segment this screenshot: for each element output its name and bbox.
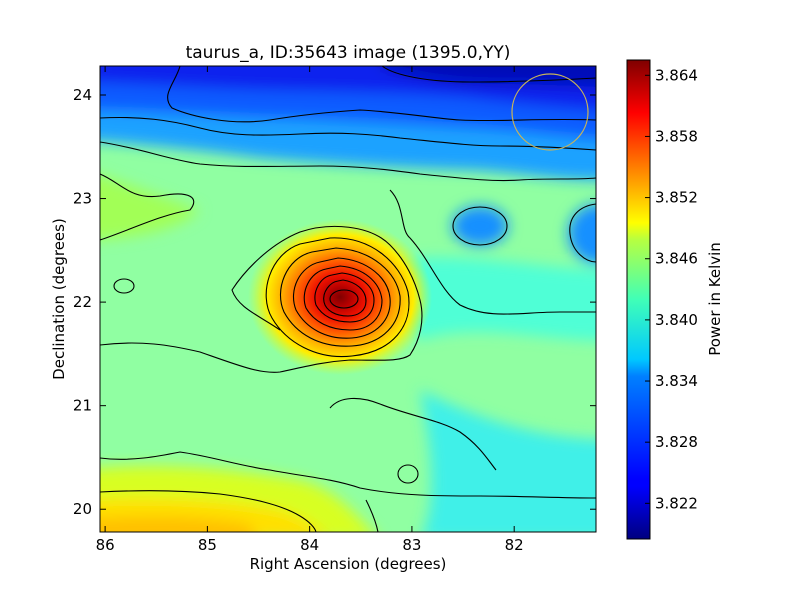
colorbar-tick-label: 3.840 <box>655 311 698 329</box>
colorbar-gradient-bar <box>626 59 651 540</box>
contour-south-mid <box>329 397 497 471</box>
contour-south-2 <box>100 490 317 532</box>
heatmap-region-cyan-mid <box>398 257 596 341</box>
contour-ring-3 <box>292 257 391 339</box>
x-axis-label: Right Ascension (degrees) <box>250 555 447 573</box>
contour-top-1 <box>381 66 596 83</box>
contour-ring-6 <box>323 279 367 317</box>
colorbar-tick-label: 3.846 <box>655 250 698 268</box>
contour-ring-4 <box>303 265 383 331</box>
colorbar-tick-label: 3.828 <box>655 433 698 451</box>
contour-west <box>100 173 195 241</box>
contour-south-3 <box>365 499 379 532</box>
heatmap-blob-east <box>452 206 508 246</box>
x-tick-label: 84 <box>300 536 319 554</box>
colorbar-tick-label: 3.852 <box>655 189 698 207</box>
contour-ring-7 <box>329 289 359 309</box>
plot-frame <box>99 65 597 533</box>
colorbar-ticks: 3.822 3.828 3.834 3.840 3.846 3.852 3.858 3.864 <box>645 66 698 512</box>
contour-ring-5 <box>314 272 375 323</box>
contour-south-1 <box>100 451 596 499</box>
x-axis: 86 85 84 83 82 <box>96 66 524 554</box>
y-tick-label: 22 <box>73 293 92 311</box>
y-tick-label: 21 <box>73 397 92 415</box>
colorbar-tick-label: 3.858 <box>655 127 698 145</box>
contour-mid <box>100 225 423 373</box>
y-tick-label: 24 <box>73 86 92 104</box>
contour-lines <box>100 66 596 532</box>
chart-title: taurus_a, ID:35643 image (1395.0,YY) <box>186 43 511 63</box>
colorbar-tick-label: 3.864 <box>655 66 698 84</box>
contour-top-3 <box>100 116 596 151</box>
contour-east-edge <box>569 203 596 263</box>
colorbar-label: Power in Kelvin <box>706 242 724 356</box>
y-tick-label: 20 <box>73 500 92 518</box>
contour-east-blob <box>452 206 508 246</box>
x-tick-label: 85 <box>198 536 217 554</box>
contour-ring-1 <box>265 237 410 358</box>
heatmap-image <box>100 66 596 532</box>
colorbar: 3.822 3.828 3.834 3.840 3.846 3.852 3.858 3.864… <box>626 59 724 540</box>
contour-small-south <box>397 464 419 484</box>
y-tick-label: 23 <box>73 190 92 208</box>
contour-top-2 <box>167 66 596 123</box>
heatmap-region-south-warm <box>100 516 254 532</box>
x-tick-label: 86 <box>96 536 115 554</box>
colorbar-tick-label: 3.834 <box>655 372 698 390</box>
y-axis-label: Declination (degrees) <box>50 218 68 380</box>
contour-small-west <box>113 278 135 294</box>
x-tick-label: 82 <box>505 536 524 554</box>
contour-upper <box>100 141 596 182</box>
contour-east-band <box>389 189 596 315</box>
colorbar-tick-label: 3.822 <box>655 494 698 512</box>
heatmap-peak <box>248 219 432 375</box>
y-axis: 20 21 22 23 24 <box>73 86 596 518</box>
heatmap-region-navy <box>380 66 596 87</box>
contour-ring-2 <box>280 247 401 347</box>
x-tick-label: 83 <box>402 536 421 554</box>
heatmap-region-west <box>100 175 200 240</box>
beam-circle <box>511 73 589 151</box>
